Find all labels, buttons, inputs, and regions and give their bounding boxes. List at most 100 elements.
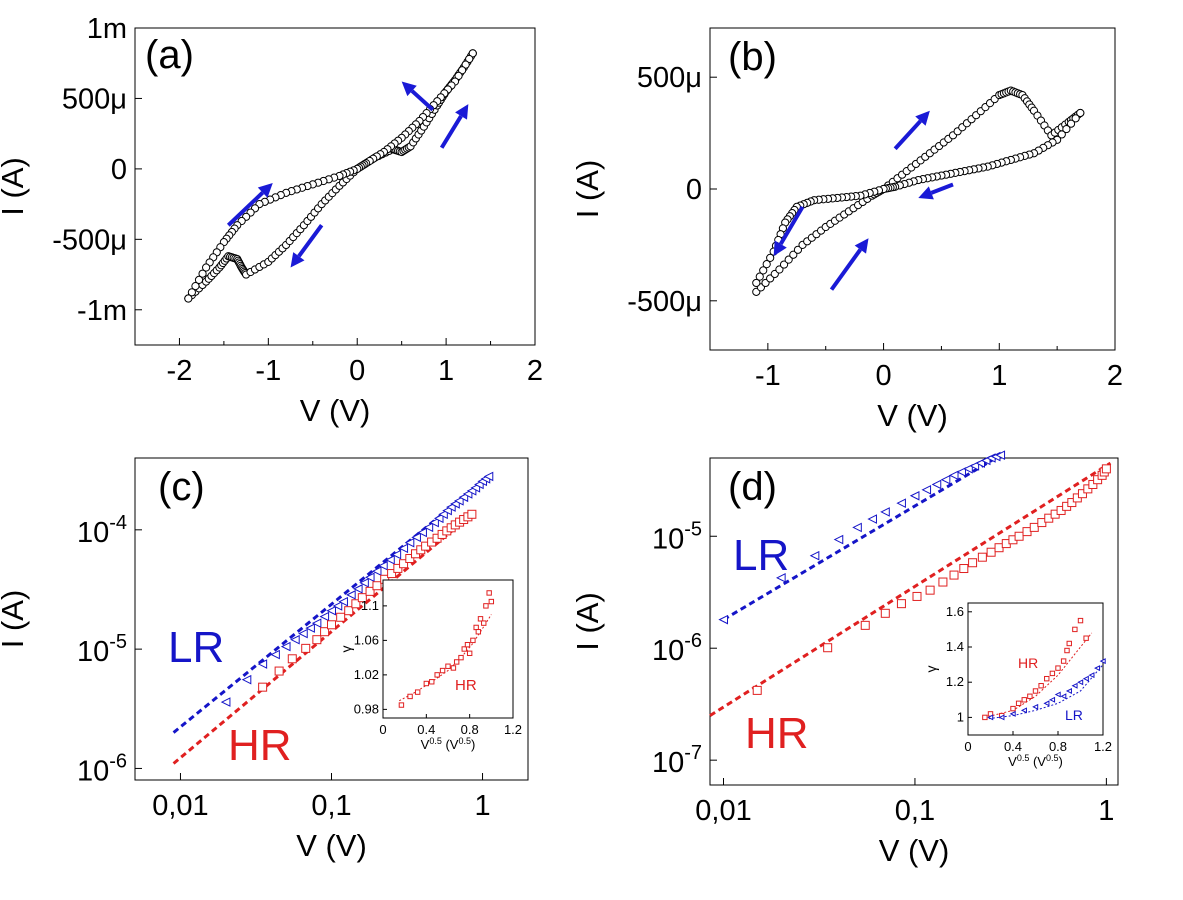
- inset-c: 0 0.4 0.8 1.20.981.021.061.1V0.5 (V0.5)γHR: [338, 579, 522, 752]
- y-tick-base: 10: [652, 747, 684, 779]
- data-point: [766, 253, 775, 262]
- series-branch-1: [752, 86, 1085, 296]
- data-point: [467, 509, 477, 519]
- data-point: [823, 643, 833, 653]
- data-point: [1077, 489, 1087, 499]
- data-point: [833, 534, 844, 545]
- data-point: [809, 550, 820, 561]
- y-tick-exponent: -5: [109, 631, 127, 653]
- data-point: [880, 608, 890, 618]
- inset-data-point: [1064, 647, 1070, 654]
- inset-data-point: [1054, 691, 1061, 698]
- data-point: [1088, 479, 1098, 489]
- y-axis-title: I (A): [570, 592, 605, 651]
- panel-a: -2 -1 0 1 2 1m 500μ 0 -500μ -1m V (V) I (A) (a): [0, 13, 543, 428]
- data-point: [880, 507, 890, 517]
- data-point: [290, 634, 300, 645]
- data-point: [372, 581, 382, 591]
- plot-frame: [709, 457, 1119, 786]
- arrow-head: [257, 182, 273, 198]
- data-point: [270, 649, 280, 660]
- data-point: [759, 266, 768, 275]
- inset-x-tick-label: 1.2: [1094, 739, 1112, 754]
- data-point: [931, 479, 942, 490]
- data-point: [995, 450, 1006, 460]
- inset-x-tick-label: 0.8: [461, 722, 479, 737]
- inset-data-point: [1060, 658, 1067, 664]
- x-tick-label: 0,01: [152, 790, 208, 822]
- data-point: [411, 532, 421, 543]
- arrow-shaft: [930, 182, 954, 195]
- inset-x-axis-title: V0.5 (V0.5): [421, 736, 476, 752]
- inset-data-point: [414, 689, 421, 695]
- inset-x-title-part: 0.5: [1046, 753, 1059, 763]
- data-point: [789, 250, 798, 259]
- x-tick-label: -1: [755, 360, 781, 392]
- inset-data-point: [470, 637, 476, 644]
- inset-y-tick-label: 0.98: [354, 701, 379, 716]
- data-point: [378, 560, 388, 571]
- direction-arrow: [918, 182, 954, 200]
- x-axis-title: V (V): [879, 833, 950, 868]
- data-point: [968, 558, 978, 568]
- data-point: [405, 554, 415, 564]
- x-tick-label: -1: [255, 355, 281, 387]
- inset-data-point: [464, 641, 471, 648]
- data-point: [404, 537, 415, 548]
- inset-data-point: [1032, 688, 1039, 694]
- inset-y-tick-label: 1.1: [361, 598, 379, 613]
- data-point: [921, 484, 932, 495]
- inset-data-point: [483, 603, 489, 609]
- data-point: [298, 628, 308, 639]
- x-tick-label: 0: [876, 360, 892, 392]
- y-tick-base: 10: [77, 755, 109, 787]
- data-point: [198, 269, 207, 278]
- inset-x-tick-label: 0: [379, 722, 386, 737]
- inset-data-point: [475, 629, 482, 635]
- inset-data-point: [1072, 626, 1078, 633]
- data-point: [755, 272, 764, 281]
- inset-data-point: [1099, 658, 1106, 665]
- inset-data-point: [423, 680, 430, 687]
- inset-y-axis-title: γ: [923, 666, 939, 673]
- inset-data-point: [398, 702, 405, 708]
- inset-y-tick-label: 1.6: [946, 604, 964, 619]
- data-point: [346, 590, 356, 600]
- data-point: [220, 697, 231, 707]
- inset-data-point: [1077, 679, 1084, 686]
- y-tick-label: 10-5: [652, 518, 702, 555]
- y-tick-exponent: -5: [684, 518, 702, 540]
- data-point: [332, 601, 343, 611]
- arrow-head: [915, 110, 930, 126]
- data-point: [1071, 114, 1080, 123]
- inset-data-point: [1088, 672, 1095, 679]
- direction-arrow: [290, 224, 324, 268]
- data-point: [1076, 108, 1085, 118]
- inset-data-point: [998, 714, 1005, 721]
- inset-x-tick-label: 1.2: [504, 722, 522, 737]
- inset-data-point: [434, 672, 440, 678]
- data-point: [359, 577, 369, 588]
- inset-data-point: [1077, 617, 1084, 624]
- y-tick-label: 500μ: [637, 62, 702, 94]
- data-point: [258, 682, 268, 692]
- data-point: [852, 522, 862, 533]
- inset-data-point: [450, 665, 457, 671]
- y-tick-base: 10: [77, 517, 109, 549]
- data-point: [959, 564, 969, 574]
- annotation-lr: LR: [168, 623, 224, 672]
- data-point: [977, 552, 987, 562]
- inset-x-tick-label: 0: [964, 739, 971, 754]
- inset-x-title-part: V: [1008, 754, 1017, 769]
- inset-annotation-hr: HR: [455, 677, 477, 694]
- series-lr: [220, 471, 494, 707]
- data-point: [311, 618, 322, 628]
- data-point: [1066, 119, 1076, 128]
- inset-data-point: [1055, 665, 1061, 671]
- inset-data-point: [1020, 707, 1027, 714]
- data-point: [963, 464, 973, 474]
- y-tick-label: 0: [686, 174, 702, 206]
- data-point: [1067, 498, 1077, 508]
